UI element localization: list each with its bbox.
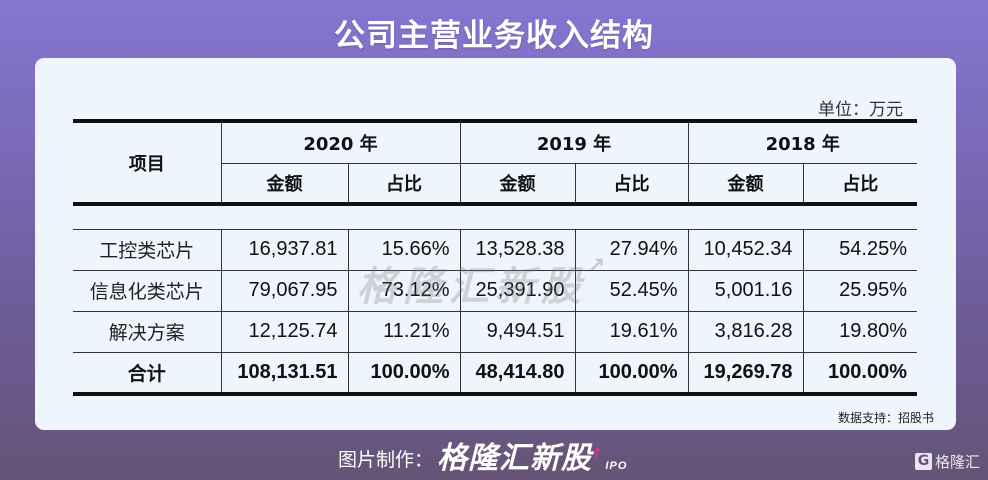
amount-header-2019: 金额 xyxy=(459,162,576,206)
cell-share-2019: 19.61% xyxy=(574,310,689,353)
brand-suffix: IPO xyxy=(605,460,628,472)
spacer-row xyxy=(73,203,917,230)
year-header-2018: 2018 年 xyxy=(687,119,917,164)
total-amount-2018: 19,269.78 xyxy=(687,351,804,396)
amount-header-2020: 金额 xyxy=(220,162,349,206)
row-label: 解决方案 xyxy=(73,310,222,353)
corner-logo: G 格隆汇 xyxy=(914,451,980,472)
total-amount-2020: 108,131.51 xyxy=(220,351,349,396)
item-header: 项目 xyxy=(73,119,222,206)
data-source: 数据支持：招股书 xyxy=(837,411,934,425)
cell-amount-2019: 25,391.90 xyxy=(459,269,576,312)
cell-share-2018: 54.25% xyxy=(802,228,917,271)
cell-amount-2020: 79,067.95 xyxy=(220,269,349,312)
row-label: 工控类芯片 xyxy=(73,228,222,271)
page-title: 公司主营业务收入结构 xyxy=(334,18,654,54)
share-header-2020: 占比 xyxy=(347,162,461,206)
revenue-structure-table: 项目 2020 年 2019 年 2018 年 金额 占比 金额 占比 金额 占… xyxy=(73,119,917,396)
cell-amount-2018: 3,816.28 xyxy=(687,310,804,353)
total-row: 合计 108,131.51 100.00% 48,414.80 100.00% … xyxy=(73,351,917,396)
share-header-2018: 占比 xyxy=(802,162,917,206)
total-share-2019: 100.00% xyxy=(574,351,689,396)
table-row: 信息化类芯片 79,067.95 73.12% 25,391.90 52.45%… xyxy=(73,269,917,312)
total-label: 合计 xyxy=(73,351,222,396)
cell-share-2018: 19.80% xyxy=(802,310,917,353)
table-row: 解决方案 12,125.74 11.21% 9,494.51 19.61% 3,… xyxy=(73,310,917,353)
unit-label: 单位：万元 xyxy=(818,100,903,120)
g-logo-icon: G xyxy=(914,453,932,470)
cell-share-2019: 52.45% xyxy=(574,269,689,312)
cell-amount-2019: 13,528.38 xyxy=(459,228,576,271)
corner-logo-text: 格隆汇 xyxy=(934,453,980,471)
table-card: 单位：万元 项目 2020 年 2019 年 2018 年 金额 占比 金额 占… xyxy=(35,58,956,430)
table-row: 工控类芯片 16,937.81 15.66% 13,528.38 27.94% … xyxy=(73,228,917,271)
cell-share-2019: 27.94% xyxy=(574,228,689,271)
year-header-2019: 2019 年 xyxy=(459,119,689,164)
total-share-2018: 100.00% xyxy=(802,351,917,396)
cell-share-2018: 25.95% xyxy=(802,269,917,312)
row-label: 信息化类芯片 xyxy=(73,269,222,312)
credit-label: 图片制作： xyxy=(338,449,434,471)
year-header-2020: 2020 年 xyxy=(220,119,461,164)
cell-share-2020: 73.12% xyxy=(347,269,461,312)
total-share-2020: 100.00% xyxy=(347,351,461,396)
cell-amount-2018: 10,452.34 xyxy=(687,228,804,271)
brand-logo-text: 格隆汇新股 xyxy=(437,441,593,476)
cell-amount-2020: 12,125.74 xyxy=(220,310,349,353)
cell-amount-2019: 9,494.51 xyxy=(459,310,576,353)
amount-header-2018: 金额 xyxy=(687,162,804,206)
cell-share-2020: 11.21% xyxy=(347,310,461,353)
cell-share-2020: 15.66% xyxy=(347,228,461,271)
share-header-2019: 占比 xyxy=(574,162,689,206)
footer-credit: 图片制作： 格隆汇新股 ➚ IPO xyxy=(338,443,627,475)
total-amount-2019: 48,414.80 xyxy=(459,351,576,396)
cell-amount-2018: 5,001.16 xyxy=(687,269,804,312)
cell-amount-2020: 16,937.81 xyxy=(220,228,349,271)
